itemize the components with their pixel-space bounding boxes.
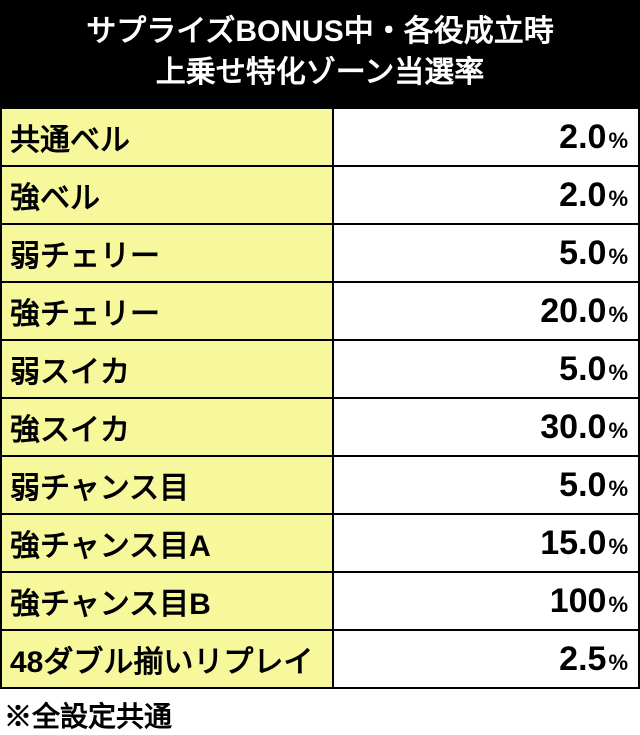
table-row: 強チェリー20.0%	[1, 282, 639, 340]
row-value: 5.0%	[333, 456, 639, 514]
table-row: 強スイカ30.0%	[1, 398, 639, 456]
row-value-number: 30.0	[540, 408, 606, 446]
row-label: 強チェリー	[1, 282, 333, 340]
percent-sign: %	[608, 476, 628, 501]
row-value: 20.0%	[333, 282, 639, 340]
row-label: 強チャンス目A	[1, 514, 333, 572]
row-value: 2.0%	[333, 166, 639, 224]
footnote: ※全設定共通	[0, 689, 640, 735]
percent-sign: %	[608, 650, 628, 675]
row-label: 弱チャンス目	[1, 456, 333, 514]
percent-sign: %	[608, 360, 628, 385]
row-value-number: 2.5	[559, 640, 606, 678]
row-value-number: 2.0	[559, 118, 606, 156]
table-row: 弱スイカ5.0%	[1, 340, 639, 398]
row-value-number: 20.0	[540, 292, 606, 330]
row-value-number: 100	[550, 582, 607, 620]
table-header: サプライズBONUS中・各役成立時 上乗せ特化ゾーン当選率	[0, 0, 640, 107]
row-value: 30.0%	[333, 398, 639, 456]
row-label: 弱チェリー	[1, 224, 333, 282]
rate-table: 共通ベル2.0%強ベル2.0%弱チェリー5.0%強チェリー20.0%弱スイカ5.…	[0, 107, 640, 689]
row-value: 15.0%	[333, 514, 639, 572]
row-value-number: 5.0	[559, 466, 606, 504]
table-row: 強チャンス目B100%	[1, 572, 639, 630]
percent-sign: %	[608, 302, 628, 327]
header-line-1: サプライズBONUS中・各役成立時	[86, 15, 553, 48]
percent-sign: %	[608, 592, 628, 617]
row-value: 2.0%	[333, 108, 639, 166]
header-line-2: 上乗せ特化ゾーン当選率	[156, 56, 485, 89]
row-label: 弱スイカ	[1, 340, 333, 398]
table-container: サプライズBONUS中・各役成立時 上乗せ特化ゾーン当選率 共通ベル2.0%強ベ…	[0, 0, 640, 735]
row-value: 5.0%	[333, 340, 639, 398]
table-row: 強ベル2.0%	[1, 166, 639, 224]
row-value: 5.0%	[333, 224, 639, 282]
percent-sign: %	[608, 244, 628, 269]
percent-sign: %	[608, 128, 628, 153]
row-label: 強ベル	[1, 166, 333, 224]
row-label: 48ダブル揃いリプレイ	[1, 630, 333, 688]
table-row: 弱チェリー5.0%	[1, 224, 639, 282]
table-row: 共通ベル2.0%	[1, 108, 639, 166]
row-label: 強チャンス目B	[1, 572, 333, 630]
table-row: 強チャンス目A15.0%	[1, 514, 639, 572]
table-row: 弱チャンス目5.0%	[1, 456, 639, 514]
row-value-number: 5.0	[559, 234, 606, 272]
percent-sign: %	[608, 534, 628, 559]
percent-sign: %	[608, 186, 628, 211]
row-label: 強スイカ	[1, 398, 333, 456]
row-value-number: 5.0	[559, 350, 606, 388]
row-value: 100%	[333, 572, 639, 630]
table-row: 48ダブル揃いリプレイ2.5%	[1, 630, 639, 688]
percent-sign: %	[608, 418, 628, 443]
row-label: 共通ベル	[1, 108, 333, 166]
row-value: 2.5%	[333, 630, 639, 688]
row-value-number: 15.0	[540, 524, 606, 562]
row-value-number: 2.0	[559, 176, 606, 214]
